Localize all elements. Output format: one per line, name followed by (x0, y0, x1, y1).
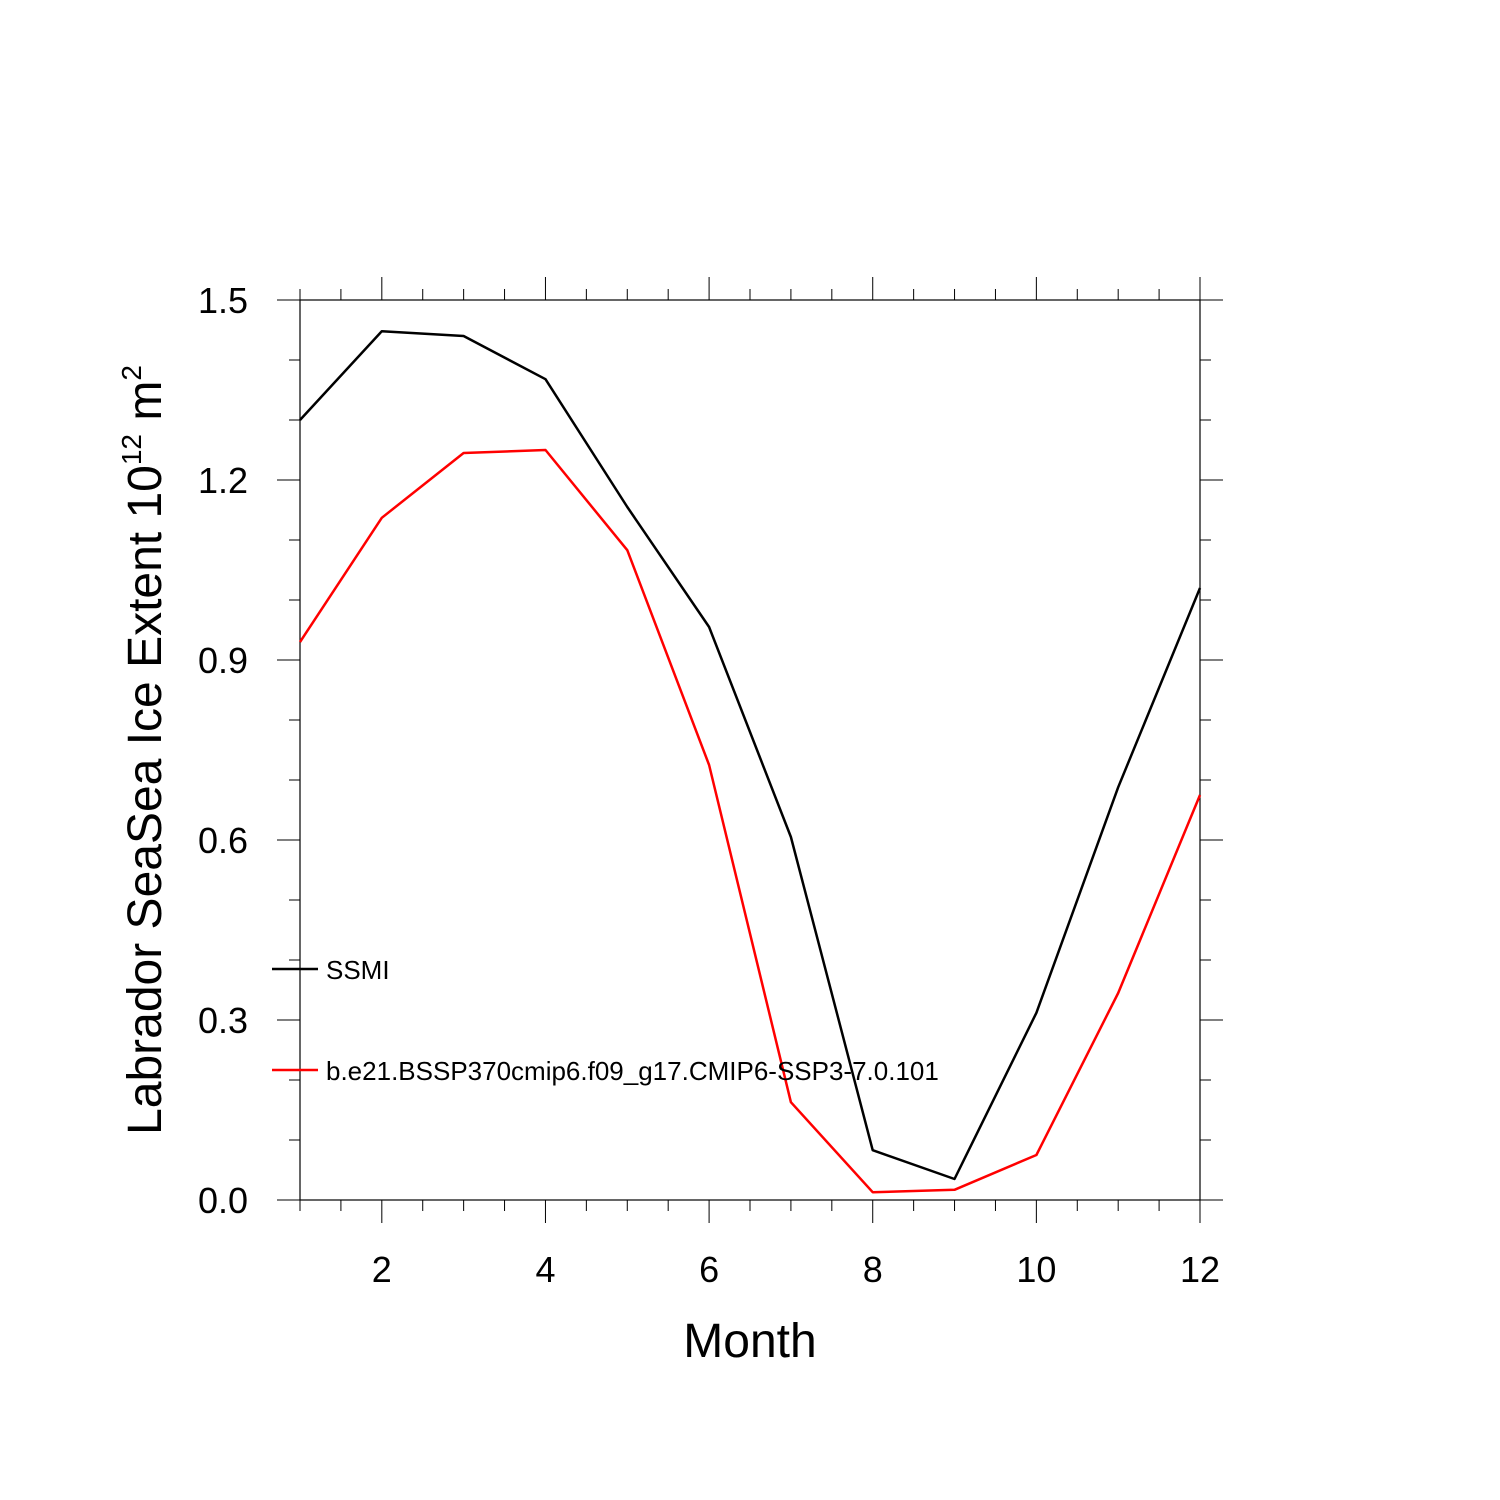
y-tick-label: 1.2 (198, 460, 248, 501)
tick-marks (277, 277, 1223, 1223)
series-line-0 (299, 329, 1202, 1181)
y-tick-label: 0.6 (198, 820, 248, 861)
y-axis-title: Labrador SeaSea Ice Extent 1012 m2 (116, 365, 172, 1135)
x-tick-label: 4 (535, 1249, 555, 1290)
x-tick-label: 6 (699, 1249, 719, 1290)
x-tick-label: 10 (1016, 1249, 1056, 1290)
y-tick-label: 0.3 (198, 1000, 248, 1041)
y-tick-label: 0.0 (198, 1180, 248, 1221)
y-axis-title-main: Labrador SeaSea Ice Extent 10 (119, 465, 172, 1135)
legend-label-ssmi: SSMI (326, 955, 390, 985)
series-lines (298, 329, 1202, 1194)
legend-label-model: b.e21.BSSP370cmip6.f09_g17.CMIP6-SSP3-7.… (326, 1056, 939, 1086)
x-tick-labels: 2 4 6 8 10 12 (372, 1249, 1220, 1290)
y-tick-label: 0.9 (198, 640, 248, 681)
x-tick-label: 12 (1180, 1249, 1220, 1290)
x-tick-label: 2 (372, 1249, 392, 1290)
legend: SSMI b.e21.BSSP370cmip6.f09_g17.CMIP6-SS… (272, 955, 939, 1086)
y-axis-title-unit-exponent: 2 (116, 365, 147, 381)
y-tick-labels: 0.0 0.3 0.6 0.9 1.2 1.5 (198, 280, 248, 1221)
series-line-1 (298, 448, 1202, 1194)
x-tick-label: 8 (863, 1249, 883, 1290)
y-axis-title-exponent: 12 (116, 434, 147, 465)
y-axis-title-unit: m (119, 381, 172, 434)
y-tick-label: 1.5 (198, 280, 248, 321)
x-axis-title: Month (683, 1315, 816, 1368)
